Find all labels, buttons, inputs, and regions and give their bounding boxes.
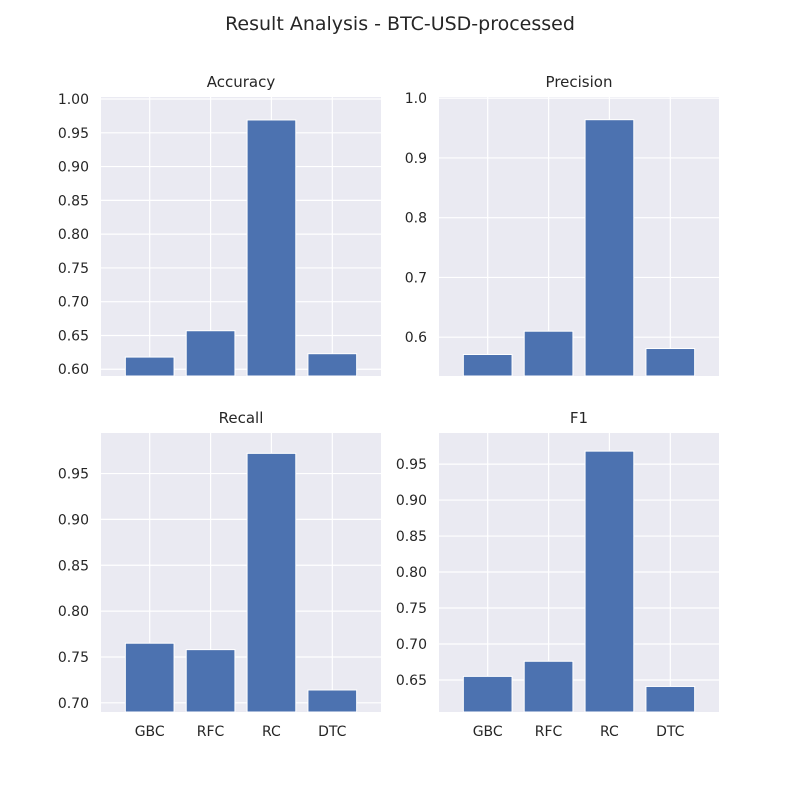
f1-title: F1 xyxy=(570,409,588,427)
f1-xtick-label: RFC xyxy=(535,724,563,740)
recall-xtick-label: RC xyxy=(262,724,281,740)
accuracy-bar-rfc xyxy=(185,330,236,377)
precision-ytick-label: 0.9 xyxy=(405,151,427,167)
accuracy-chart: 0.60 0.65 0.70 0.75 0.80 0.85 0.90 0.95 1.00 Accu… xyxy=(58,73,381,378)
f1-ytick-label: 0.75 xyxy=(396,601,427,617)
precision-title: Precision xyxy=(546,73,613,91)
f1-bar-rfc xyxy=(523,660,574,713)
figure-title: Result Analysis - BTC-USD-processed xyxy=(225,13,575,35)
recall-xtick-label: GBC xyxy=(135,724,165,740)
f1-bar-dtc xyxy=(645,685,696,713)
recall-ytick-label: 0.90 xyxy=(58,512,89,528)
accuracy-ytick-label: 0.70 xyxy=(58,295,89,311)
accuracy-bar-dtc xyxy=(307,353,358,377)
recall-bar-rfc xyxy=(185,649,236,713)
accuracy-ytick-label: 0.80 xyxy=(58,227,89,243)
precision-bar-rc xyxy=(584,119,635,377)
recall-ytick-label: 0.75 xyxy=(58,650,89,666)
recall-chart: 0.70 0.75 0.80 0.85 0.90 0.95 GBC RFC RC DTC Recal… xyxy=(58,409,381,740)
accuracy-ytick-label: 0.95 xyxy=(58,126,89,142)
recall-bar-gbc xyxy=(124,642,175,713)
precision-bar-dtc xyxy=(645,348,696,377)
f1-xtick-label: GBC xyxy=(473,724,503,740)
f1-ytick-label: 0.80 xyxy=(396,565,427,581)
precision-bar-gbc xyxy=(462,353,513,377)
accuracy-ytick-label: 0.65 xyxy=(58,328,89,344)
precision-ytick-label: 0.6 xyxy=(405,330,427,346)
precision-bar-rfc xyxy=(523,330,574,377)
f1-bar-gbc xyxy=(462,675,513,713)
f1-chart: 0.65 0.70 0.75 0.80 0.85 0.90 0.95 GBC RFC RC DTC F… xyxy=(396,409,719,740)
precision-ytick-label: 1.0 xyxy=(405,91,427,107)
precision-ytick-label: 0.8 xyxy=(405,211,427,227)
precision-plot-area xyxy=(439,97,719,376)
recall-ytick-label: 0.95 xyxy=(58,467,89,483)
accuracy-title: Accuracy xyxy=(207,73,276,91)
recall-ytick-label: 0.85 xyxy=(58,558,89,574)
recall-title: Recall xyxy=(219,409,264,427)
recall-ytick-label: 0.80 xyxy=(58,604,89,620)
accuracy-bar-gbc xyxy=(124,356,175,377)
accuracy-bar-rc xyxy=(246,119,297,377)
accuracy-plot-area xyxy=(101,97,381,376)
f1-ytick-label: 0.70 xyxy=(396,637,427,653)
accuracy-ytick-label: 1.00 xyxy=(58,92,89,108)
recall-xtick-label: DTC xyxy=(318,724,347,740)
recall-xtick-label: RFC xyxy=(197,724,225,740)
f1-ytick-label: 0.85 xyxy=(396,529,427,545)
precision-ytick-label: 0.7 xyxy=(405,270,427,286)
f1-ytick-label: 0.95 xyxy=(396,457,427,473)
accuracy-ytick-label: 0.60 xyxy=(58,362,89,378)
recall-bar-dtc xyxy=(307,689,358,713)
accuracy-ytick-label: 0.85 xyxy=(58,193,89,209)
precision-chart: 0.6 0.7 0.8 0.9 1.0 Precision xyxy=(405,73,719,377)
recall-bar-rc xyxy=(246,452,297,713)
f1-ytick-label: 0.65 xyxy=(396,673,427,689)
accuracy-ytick-label: 0.90 xyxy=(58,160,89,176)
f1-bar-rc xyxy=(584,450,635,713)
f1-xtick-label: DTC xyxy=(656,724,685,740)
f1-ytick-label: 0.90 xyxy=(396,493,427,509)
f1-xtick-label: RC xyxy=(600,724,619,740)
accuracy-ytick-label: 0.75 xyxy=(58,261,89,277)
recall-ytick-label: 0.70 xyxy=(58,696,89,712)
